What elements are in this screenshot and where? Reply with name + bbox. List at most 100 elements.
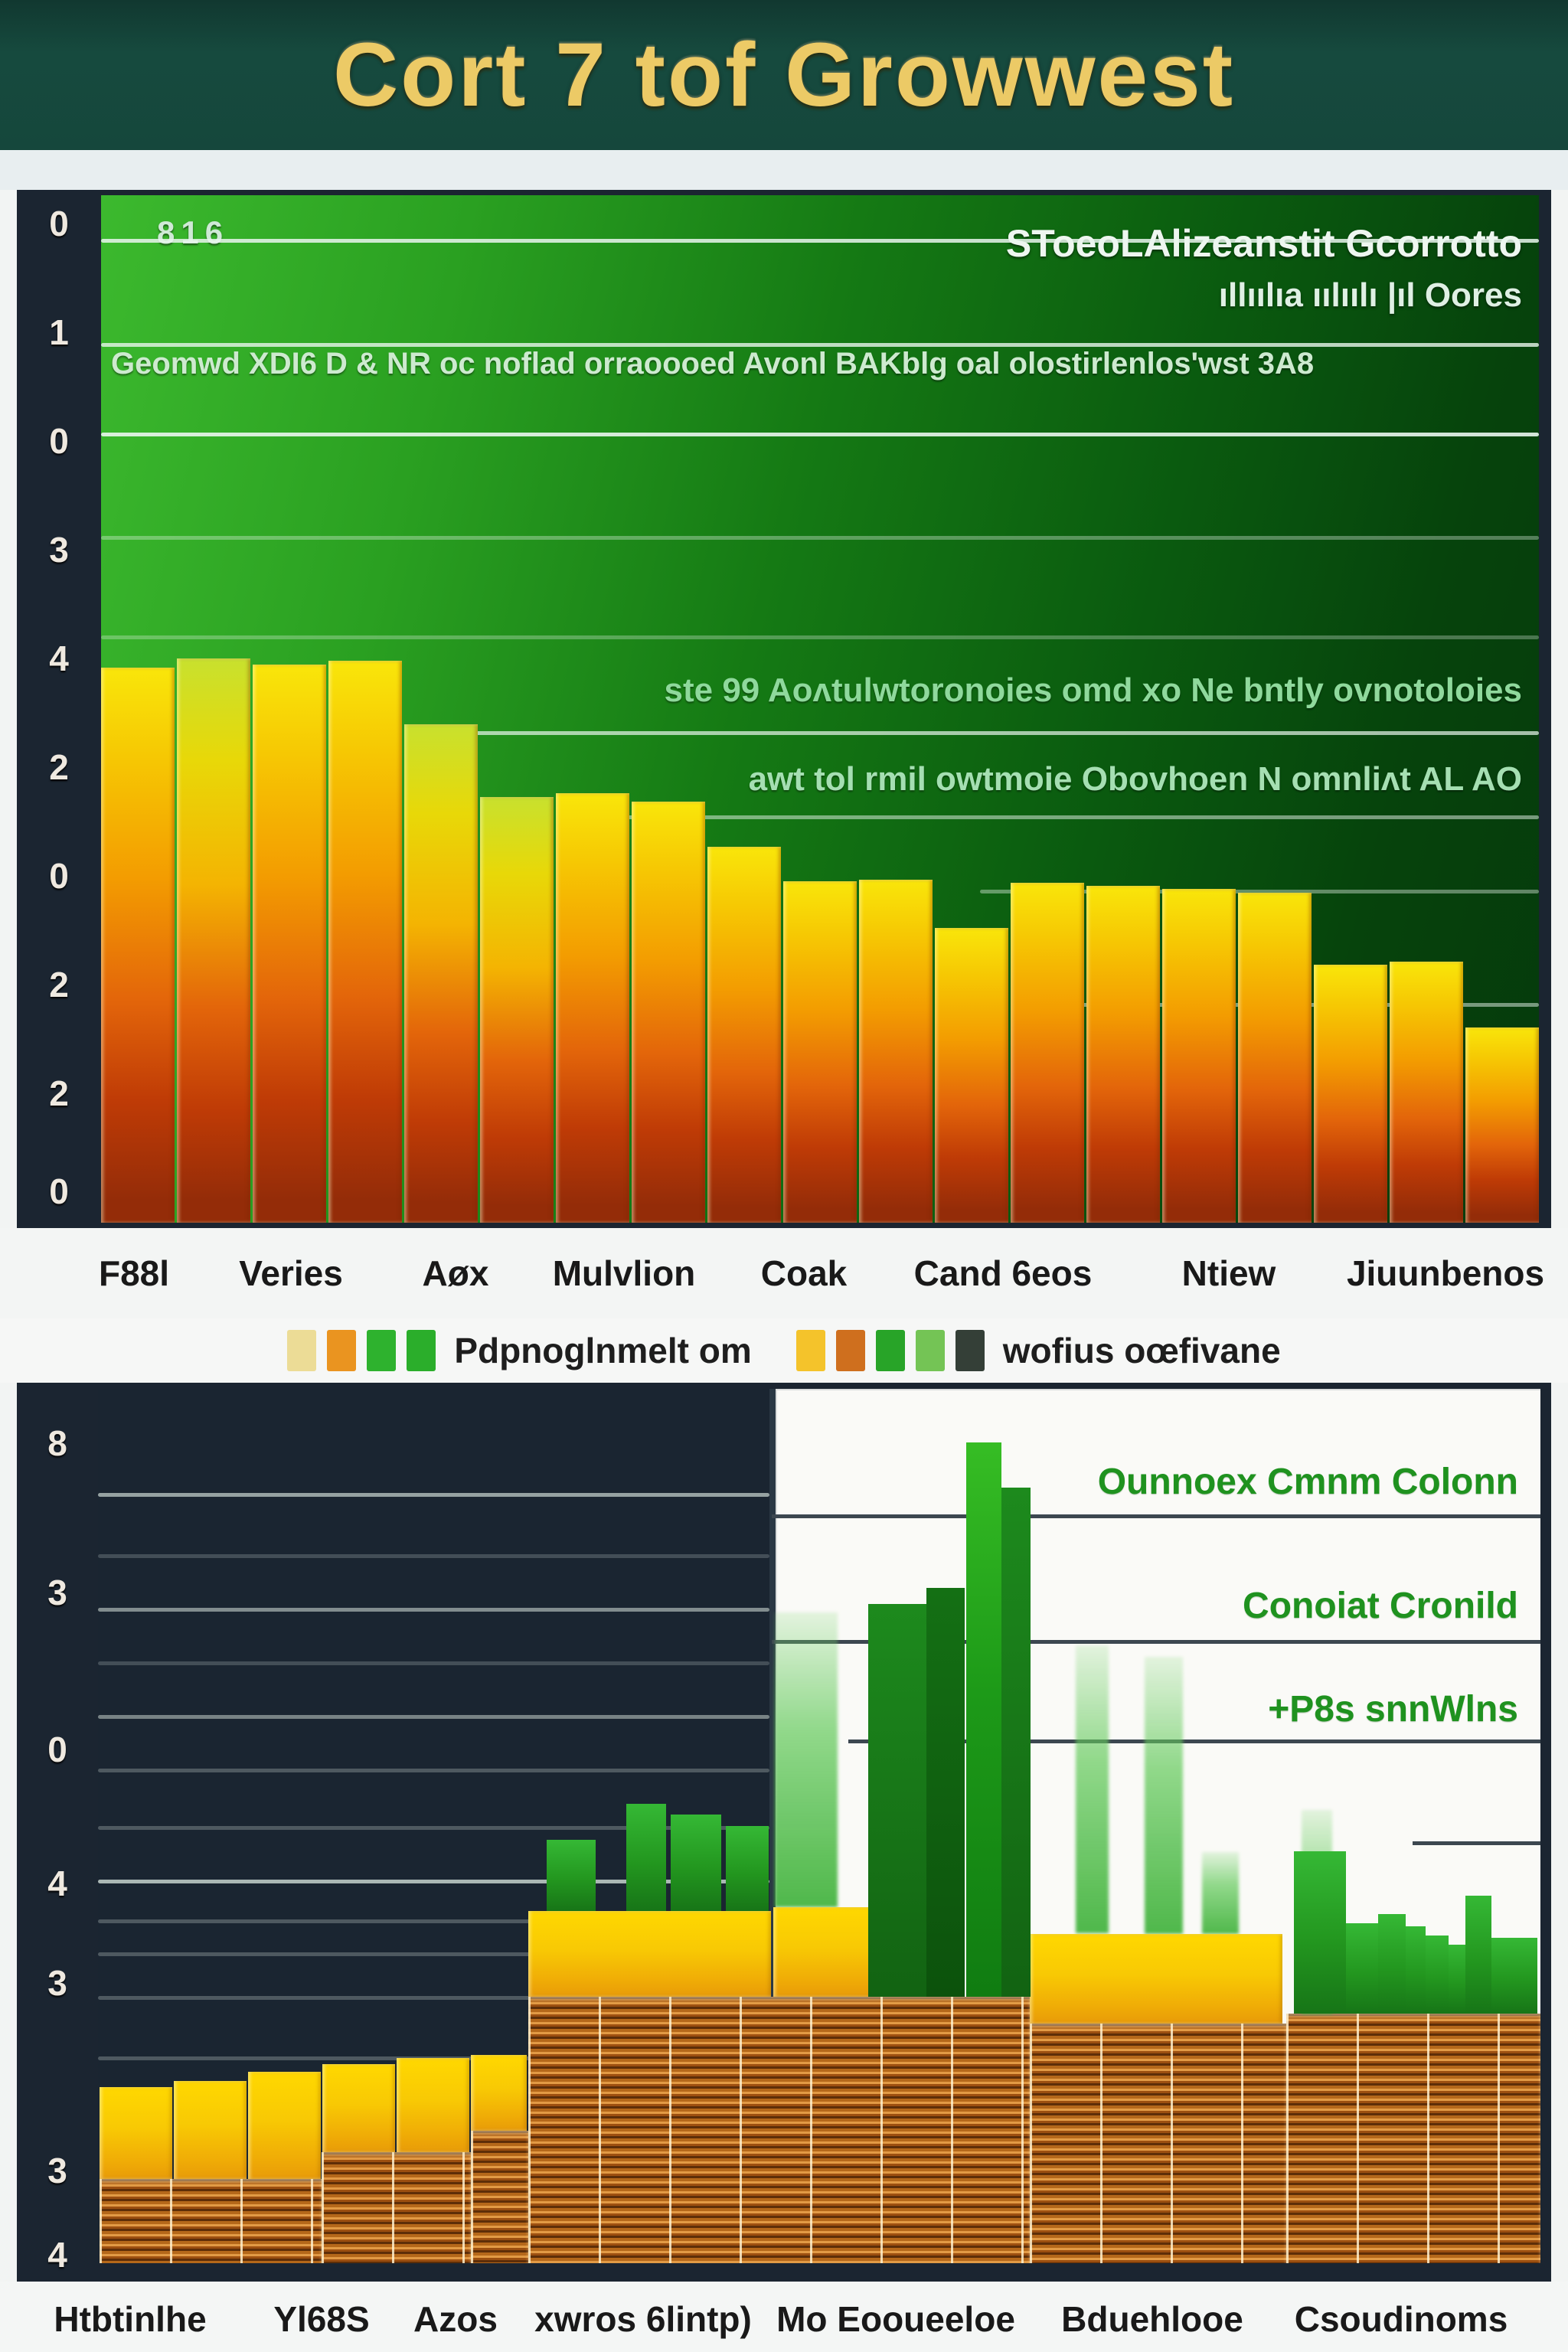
header-separator [0,150,1568,190]
top-chart-bar [783,881,857,1223]
bottom-chart-bar [100,2086,172,2179]
bottom-chart-bar [1406,1926,1426,2014]
bottom-chart-bar [471,2055,527,2132]
bottom-chart-bar [1001,1488,1031,1998]
legend-strip: Pdpnoglnmelt om wofius oœfivane [0,1318,1568,1383]
bottom-chart-annotation-1: Ounnoex Cmnm Colonn [1097,1462,1518,1502]
top-y-tick: 1 [49,312,69,352]
top-chart-bar [1162,888,1236,1223]
inset-panel-gridline [772,1640,1540,1644]
top-chart-bar [101,668,175,1223]
top-chart-bar [1314,965,1387,1223]
legend-swatch-icon [327,1330,357,1371]
bottom-x-label: Htbtinlhe [54,2299,207,2339]
bottom-chart-bar [726,1825,769,1911]
top-x-label: Ntiew [1181,1253,1276,1293]
top-gridline [980,890,1539,893]
bottom-chart-bar [1491,1938,1537,2014]
bottom-chart-annotation-2: Conoiat Cronild [1243,1586,1518,1626]
legend-label: wofius oœfivane [1002,1331,1281,1370]
top-chart-bar [480,797,554,1223]
top-y-tick: 0 [49,204,69,243]
top-y-tick: 2 [49,965,69,1004]
top-y-tick: 2 [49,1073,69,1113]
coin-stack-base [322,2151,471,2263]
inset-panel-gridline [848,1740,1540,1743]
top-x-label: Cand 6eos [913,1253,1093,1293]
bottom-gridline [98,1554,769,1558]
top-chart-panel: 816 SToeoLAlizeanstit Gcorrotto ıllıılıa… [17,190,1551,1228]
bottom-chart-bar [528,1910,771,1998]
bottom-chart-bar [1202,1851,1239,1934]
top-chart-bar [632,801,705,1223]
bottom-gridline [98,1493,769,1497]
bottom-chart-bar [926,1588,965,1998]
top-x-label: Mulvlion [552,1253,696,1293]
legend-label: Pdpnoglnmelt om [454,1331,752,1370]
bottom-gridline [98,1661,769,1665]
top-chart-corner-value: 816 [157,214,230,250]
legend-swatch-icon [835,1330,865,1371]
legend-group: Pdpnoglnmelt om [287,1330,752,1371]
top-x-label: Aøx [422,1253,489,1293]
inset-panel-gridline [1413,1841,1540,1845]
bottom-chart-bar [626,1803,666,1911]
bottom-gridline [98,1880,769,1883]
legend-swatch-icon [287,1330,317,1371]
bottom-y-tick: 3 [47,1573,67,1612]
bottom-chart-bar [174,2081,247,2179]
bottom-x-label: Csoudinoms [1294,2299,1508,2339]
top-x-label: Coak [760,1253,848,1293]
bottom-gridline [98,1608,769,1612]
top-gridline [101,433,1539,436]
coin-stack-base [471,2131,528,2263]
bottom-chart-bar [1378,1914,1406,2014]
top-y-tick: 3 [49,530,69,570]
top-gridline [101,536,1539,540]
inset-panel-gridline [772,1514,1540,1518]
bottom-chart-bar [1076,1645,1109,1934]
top-chart-bar [177,658,250,1223]
legend-swatch-icon [915,1330,945,1371]
top-chart-bar [1011,882,1084,1223]
top-chart-bar [935,927,1008,1223]
top-chart-bar [1238,893,1312,1223]
bottom-x-label: Yl68S [273,2299,370,2339]
top-y-tick: 0 [49,1171,69,1211]
top-x-label: F88l [98,1253,170,1293]
bottom-x-label: Azos [413,2299,498,2339]
bottom-chart-plot-area: Ounnoex Cmnm Colonn Conoiat Cronild +P8s… [98,1389,1540,2263]
bottom-chart-bar [1346,1923,1378,2014]
top-chart-bar [404,724,478,1223]
bottom-y-tick: 4 [47,1864,67,1903]
bottom-chart-bar [1294,1851,1346,2014]
bottom-x-label: Mo Eooueeloe [776,2299,1015,2339]
legend-swatch-icon [407,1330,436,1371]
bottom-chart-bar [397,2058,469,2152]
page-title: Cort 7 tof Growwest [332,24,1236,126]
top-chart-title-annotation: SToeoLAlizeanstit Gcorrotto [1005,222,1522,265]
bottom-y-tick: 3 [47,1963,67,2003]
top-chart-bar [253,665,326,1223]
top-chart-mid-annotation-2: awt tol rmil owtmoie Obovhoen N omnliʌt … [748,760,1522,798]
bottom-chart-bar [671,1815,721,1911]
bottom-chart-bar [547,1840,596,1911]
top-chart-bar [859,879,933,1223]
bottom-x-label: xwros 6lintp) [534,2299,752,2339]
bottom-y-tick: 4 [47,2235,67,2275]
top-chart-bar [556,793,629,1223]
bottom-chart-annotation-3: +P8s snnWlns [1268,1689,1518,1730]
header-banner: Cort 7 tof Growwest [0,0,1568,150]
bottom-gridline [98,1996,769,2000]
top-chart-bar [1086,885,1160,1223]
top-gridline [101,239,1539,243]
bottom-gridline [98,1715,769,1719]
top-chart-bar [1465,1027,1539,1223]
bottom-gridline [98,1952,769,1956]
top-chart-bar [1390,962,1463,1223]
top-x-label: Veries [239,1253,343,1293]
top-gridline [628,815,1539,819]
bottom-chart-bar [322,2064,395,2152]
bottom-y-tick: 8 [47,1423,67,1463]
